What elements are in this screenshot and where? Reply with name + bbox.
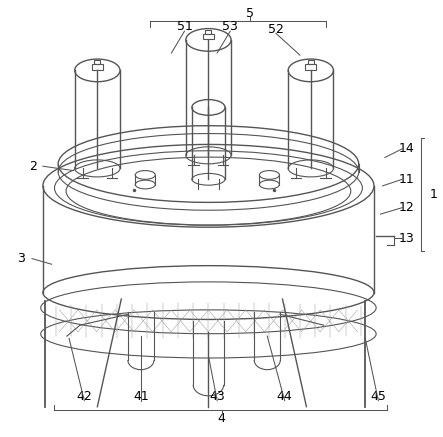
Text: 52: 52 xyxy=(268,23,284,35)
Text: 53: 53 xyxy=(222,21,238,33)
Text: 5: 5 xyxy=(246,7,254,20)
Text: 51: 51 xyxy=(177,21,192,33)
Text: 41: 41 xyxy=(133,390,149,403)
Text: 44: 44 xyxy=(277,390,292,403)
Bar xyxy=(92,64,103,70)
Bar xyxy=(305,64,316,70)
Text: 4: 4 xyxy=(218,412,225,424)
Text: 3: 3 xyxy=(17,252,25,265)
Text: 1: 1 xyxy=(429,188,437,201)
Text: 42: 42 xyxy=(76,390,92,403)
Bar xyxy=(94,60,101,64)
Bar xyxy=(203,34,214,39)
Bar xyxy=(308,60,314,64)
Text: 12: 12 xyxy=(399,201,415,214)
Text: 2: 2 xyxy=(29,160,37,173)
Text: 14: 14 xyxy=(399,142,415,155)
Bar xyxy=(206,30,211,34)
Text: 43: 43 xyxy=(209,390,225,403)
Text: 11: 11 xyxy=(399,173,415,186)
Text: 13: 13 xyxy=(399,232,415,245)
Text: 45: 45 xyxy=(370,390,386,403)
